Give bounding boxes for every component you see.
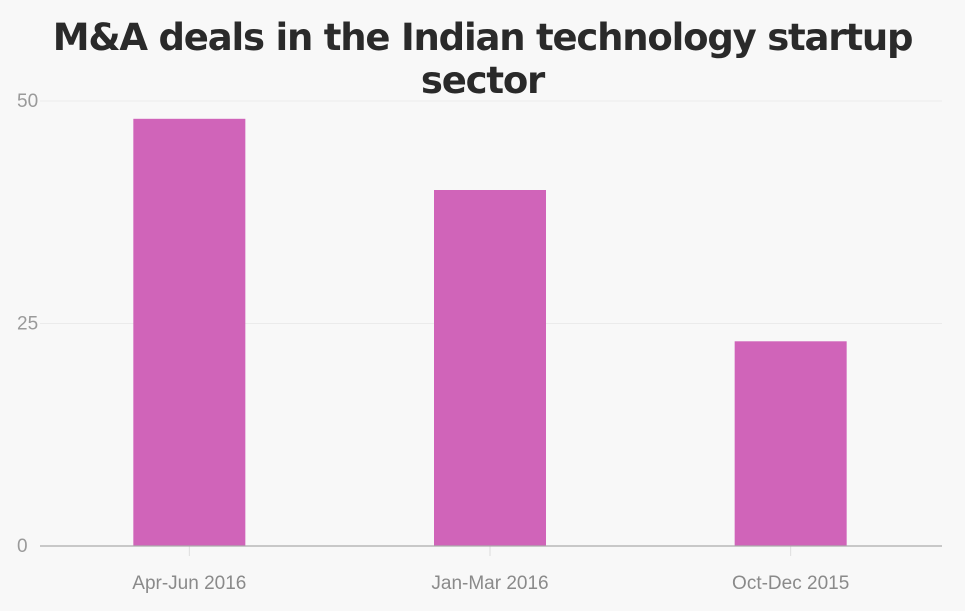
bar-0	[133, 118, 246, 547]
y-tick-label-0: 0	[17, 536, 28, 557]
x-tick-label-2: Oct-Dec 2015	[732, 573, 849, 594]
x-tick-label-0: Apr-Jun 2016	[132, 573, 246, 594]
bar-2	[734, 341, 847, 546]
chart-title: M&A deals in the Indian technology start…	[52, 16, 914, 102]
y-tick-label-50: 50	[17, 91, 38, 112]
x-tick-label-1: Jan-Mar 2016	[431, 573, 548, 594]
bar-1	[434, 190, 546, 546]
y-tick-label-25: 25	[17, 314, 38, 335]
